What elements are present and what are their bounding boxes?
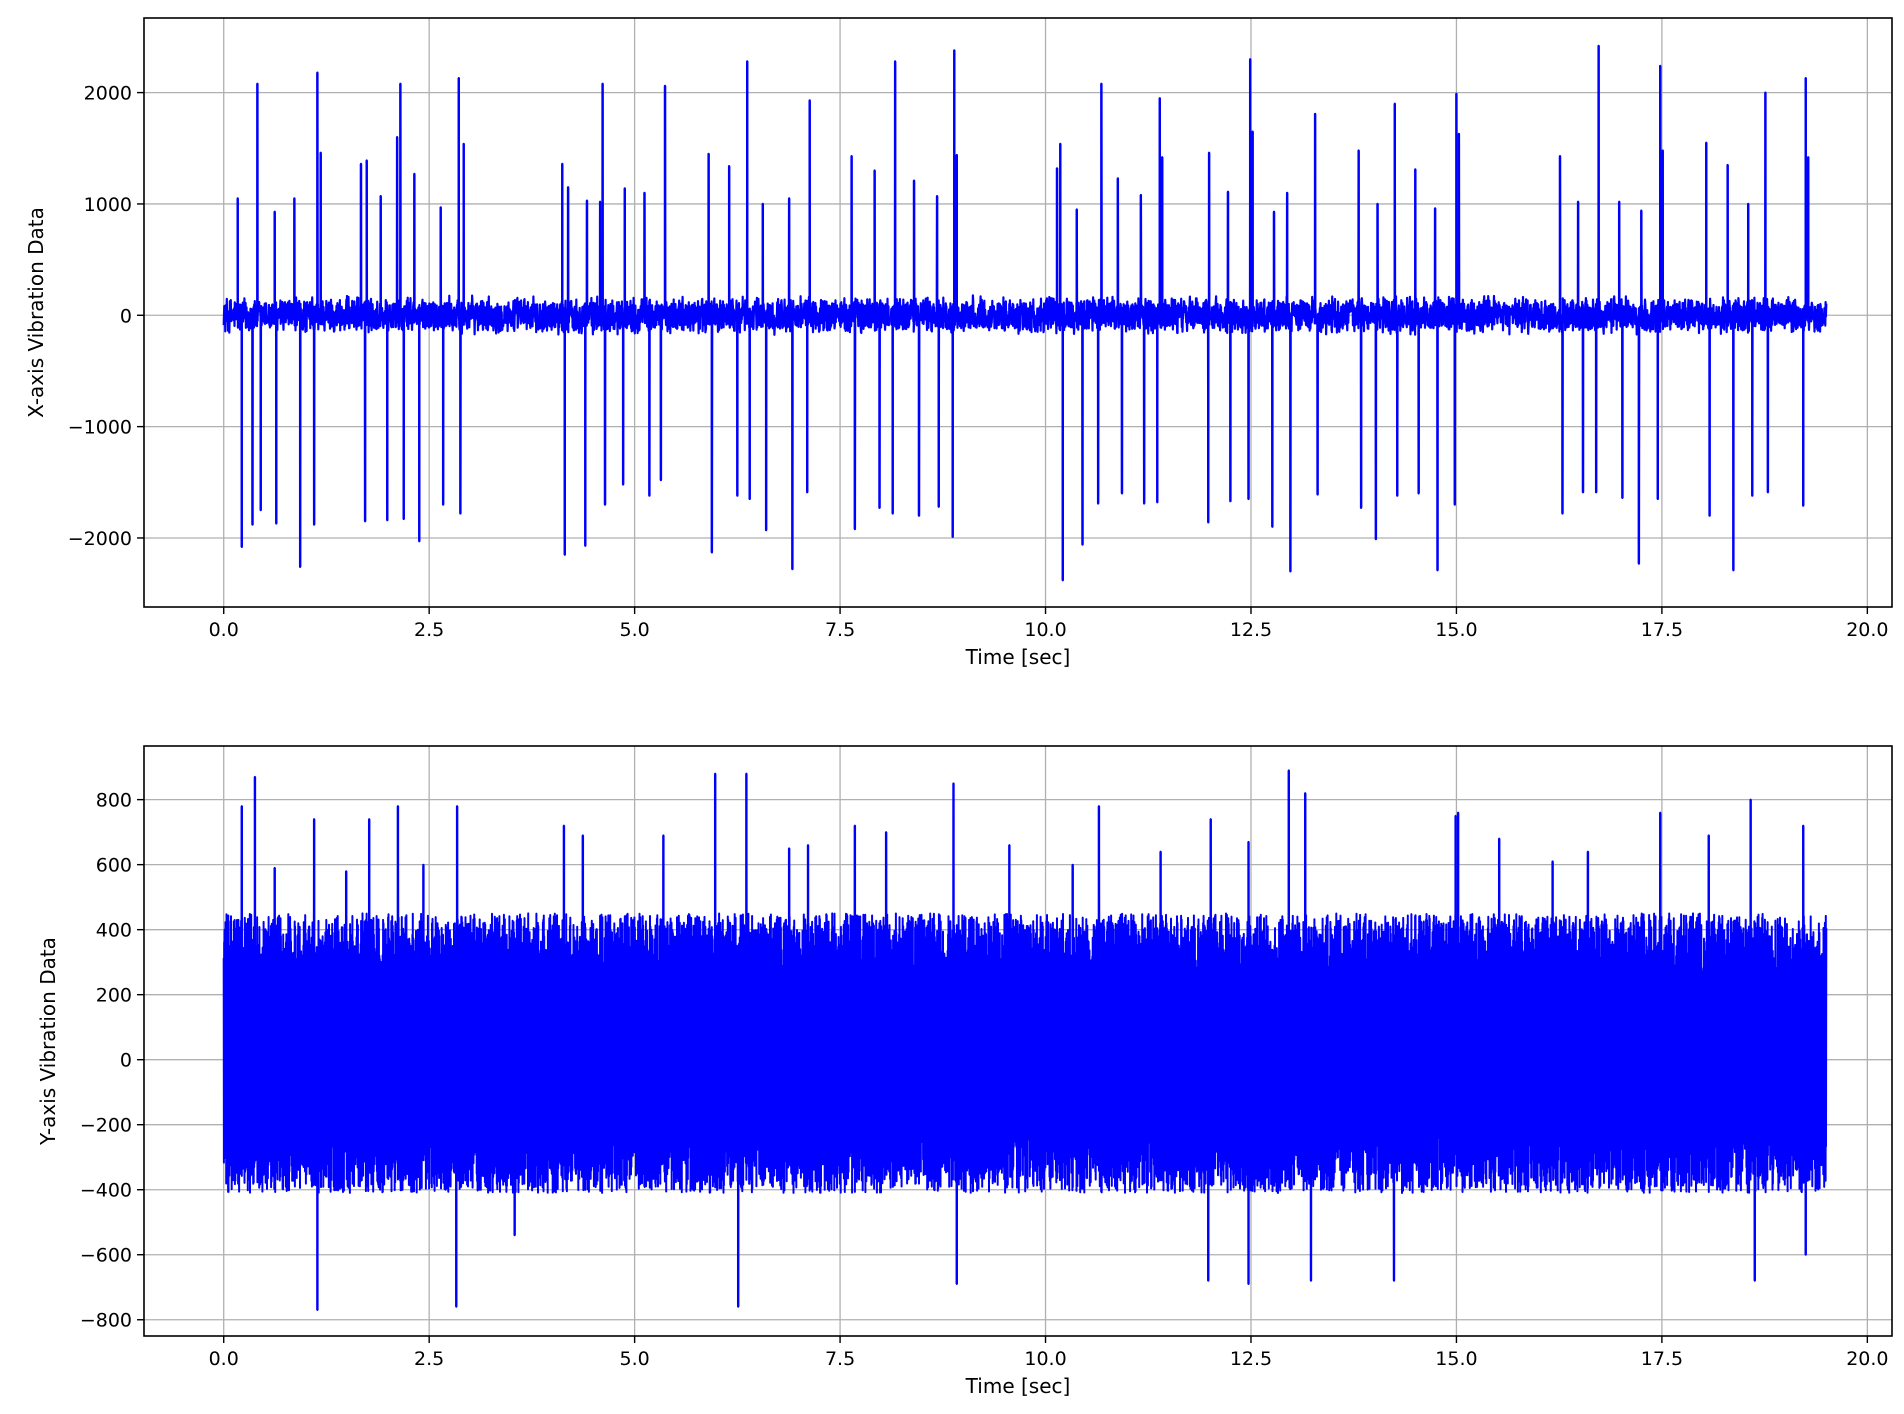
y-tick-label: 800 xyxy=(96,790,132,812)
y-tick-label: 0 xyxy=(120,1050,132,1072)
x-axis-label: Time [sec] xyxy=(965,1374,1071,1398)
x-tick-label: 2.5 xyxy=(414,619,444,641)
x-tick-label: 10.0 xyxy=(1024,619,1066,641)
y-tick-label: 1000 xyxy=(84,194,132,216)
y-axis-label: Y-axis Vibration Data xyxy=(36,937,60,1146)
y-tick-label: −600 xyxy=(80,1245,132,1267)
plot-frame xyxy=(143,17,1893,608)
x-tick-label: 20.0 xyxy=(1846,1348,1888,1370)
x-tick-label: 12.5 xyxy=(1230,619,1272,641)
x-tick-label: 0.0 xyxy=(209,619,239,641)
x-axis-vibration-panel: 0.0 2.5 5.0 7.5 10.0 12.5 15.0 17.5 20.0 −2000 −10… xyxy=(24,17,1893,669)
y-tick-label: −400 xyxy=(80,1180,132,1202)
x-tick-label: 12.5 xyxy=(1230,1348,1272,1370)
x-tick-label: 7.5 xyxy=(825,619,855,641)
y-tick-label: −1000 xyxy=(68,417,132,439)
x-axis-label: Time [sec] xyxy=(965,645,1071,669)
x-tick-label: 10.0 xyxy=(1024,1348,1066,1370)
x-tick-label: 15.0 xyxy=(1435,619,1477,641)
y-tick-label: −2000 xyxy=(68,528,132,550)
y-tick-label: −800 xyxy=(80,1310,132,1332)
y-tick-label: −200 xyxy=(80,1115,132,1137)
x-tick-label: 5.0 xyxy=(620,619,650,641)
y-tick-label: 0 xyxy=(120,305,132,327)
y-tick-label: 600 xyxy=(96,855,132,877)
vibration-series-line xyxy=(222,44,1828,582)
x-tick-label: 5.0 xyxy=(620,1348,650,1370)
y-tick-label: 200 xyxy=(96,985,132,1007)
x-tick-label: 17.5 xyxy=(1641,1348,1683,1370)
x-tick-label: 17.5 xyxy=(1641,619,1683,641)
y-tick-label: 2000 xyxy=(84,83,132,105)
x-tick-label: 20.0 xyxy=(1846,619,1888,641)
x-tick-label: 15.0 xyxy=(1435,1348,1477,1370)
x-tick-label: 7.5 xyxy=(825,1348,855,1370)
plot-frame xyxy=(143,745,1893,1337)
x-tick-label: 0.0 xyxy=(209,1348,239,1370)
x-tick-label: 2.5 xyxy=(414,1348,444,1370)
y-axis-label: X-axis Vibration Data xyxy=(24,207,48,418)
y-tick-label: 400 xyxy=(96,920,132,942)
y-axis-vibration-panel: 0.0 2.5 5.0 7.5 10.0 12.5 15.0 17.5 20.0 −800 −600… xyxy=(36,745,1893,1398)
vibration-series-line xyxy=(222,769,1828,1311)
